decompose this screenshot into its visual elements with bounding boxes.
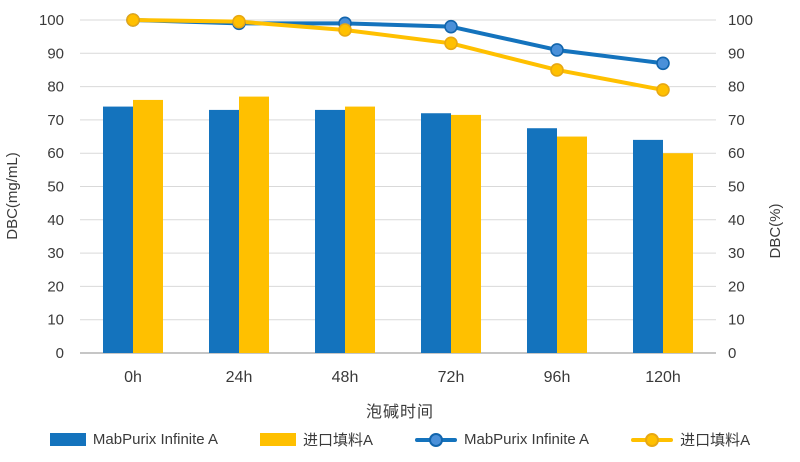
line-marker-swatch-icon [631, 433, 674, 447]
left-axis-tick-label: 80 [47, 79, 64, 96]
bar [315, 109, 345, 353]
legend-label: MabPurix Infinite A [464, 431, 590, 448]
right-axis-tick-label: 100 [728, 12, 753, 29]
bar [421, 113, 451, 354]
bar [633, 139, 663, 353]
left-axis-tick-label: 10 [47, 312, 64, 329]
bar [345, 106, 375, 353]
left-axis-tick-label: 40 [47, 212, 64, 229]
legend-item-line-import: 进口填料A [631, 429, 750, 450]
right-axis-tick-label: 0 [728, 345, 736, 362]
right-axis-tick-label: 30 [728, 245, 745, 262]
left-axis-tick-label: 60 [47, 145, 64, 162]
x-axis-category-label: 96h [544, 369, 571, 386]
legend-label: 进口填料A [680, 432, 751, 449]
bar [209, 109, 239, 353]
right-axis-tick-label: 50 [728, 179, 745, 196]
legend-item-line-mabpurix: MabPurix Infinite A [415, 431, 589, 448]
right-axis-tick-label: 10 [728, 312, 745, 329]
bar [451, 114, 481, 353]
data-point-marker [126, 13, 140, 27]
bar-swatch-icon [259, 433, 296, 446]
bar [103, 106, 133, 353]
legend: MabPurix Infinite A 进口填料A MabPurix Infin… [0, 429, 800, 450]
legend-item-bar-mabpurix: MabPurix Infinite A [49, 431, 218, 448]
bar [239, 96, 269, 353]
line-marker-swatch-icon [415, 433, 457, 447]
left-axis-tick-label: 50 [47, 179, 64, 196]
bar [557, 136, 587, 353]
legend-label: 进口填料A [302, 432, 373, 449]
right-axis-tick-label: 20 [728, 278, 745, 295]
right-axis-tick-label: 90 [728, 45, 745, 62]
right-axis-title: DBC(%) [767, 203, 784, 258]
left-axis-tick-label: 20 [47, 278, 64, 295]
x-axis-title: 泡碱时间 [365, 404, 434, 421]
left-axis-tick-label: 70 [47, 112, 64, 129]
x-axis-category-label: 72h [438, 369, 465, 386]
line-series [131, 18, 665, 66]
x-axis-category-label: 24h [226, 369, 253, 386]
bar [663, 153, 693, 353]
data-point-marker [444, 36, 458, 51]
data-point-marker [656, 56, 670, 71]
left-axis-tick-label: 100 [39, 12, 64, 29]
left-axis-tick-label: 90 [47, 45, 64, 62]
data-point-marker [232, 14, 246, 29]
right-axis-tick-label: 60 [728, 145, 745, 162]
plot-area: 0 0 10 10 20 20 30 30 40 40 50 50 60 60 70 70 80 80 90 90 10… [4, 12, 784, 386]
left-axis-tick-label: 0 [56, 345, 64, 362]
x-axis-category-label: 0h [124, 369, 142, 386]
right-axis-tick-label: 80 [728, 79, 745, 96]
data-point-marker [444, 19, 458, 34]
left-axis-tick-label: 30 [47, 245, 64, 262]
bar [527, 128, 557, 353]
right-axis-tick-label: 40 [728, 212, 745, 229]
line-series [131, 18, 665, 92]
x-axis-category-label: 120h [645, 369, 681, 386]
legend-label: MabPurix Infinite A [92, 431, 218, 448]
bar [133, 99, 163, 353]
data-point-marker [656, 83, 670, 97]
left-axis-title: DBC(mg/mL) [4, 152, 21, 240]
right-axis-tick-label: 70 [728, 112, 745, 129]
data-point-marker [338, 23, 352, 37]
x-axis-category-label: 48h [332, 369, 359, 386]
legend-item-bar-import: 进口填料A [259, 429, 373, 450]
data-point-marker [550, 43, 564, 57]
data-point-marker [550, 63, 564, 77]
bar-swatch-icon [49, 433, 86, 446]
